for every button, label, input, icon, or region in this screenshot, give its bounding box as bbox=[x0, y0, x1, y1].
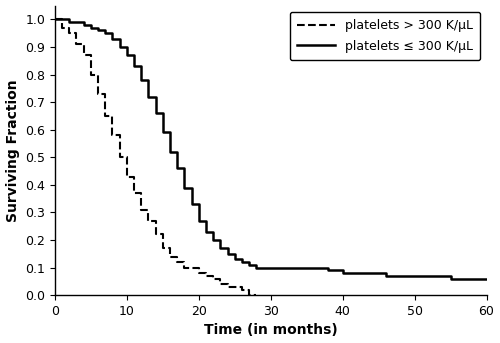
Legend: platelets > 300 K/μL, platelets ≤ 300 K/μL: platelets > 300 K/μL, platelets ≤ 300 K/… bbox=[290, 12, 480, 60]
Y-axis label: Surviving Fraction: Surviving Fraction bbox=[6, 79, 20, 222]
X-axis label: Time (in months): Time (in months) bbox=[204, 323, 338, 338]
